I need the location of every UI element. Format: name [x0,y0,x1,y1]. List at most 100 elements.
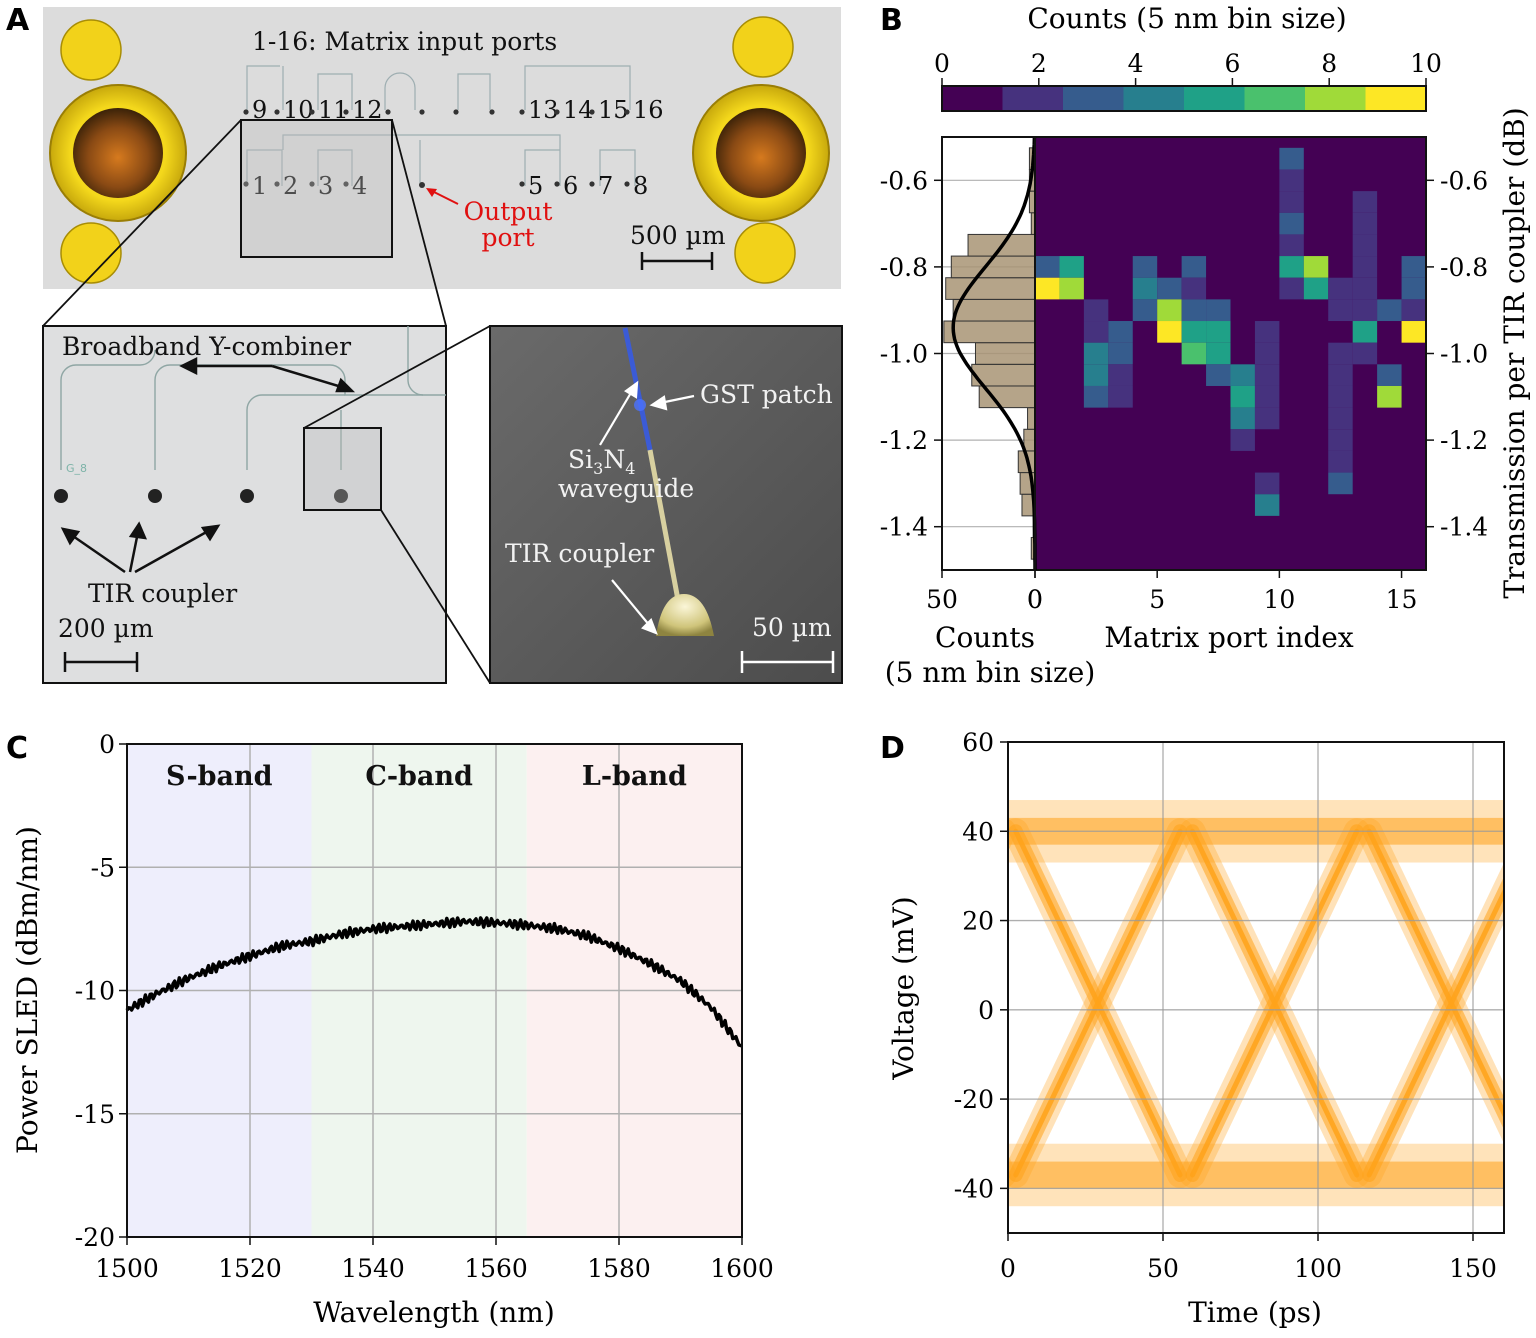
scale-bar-200 [63,652,139,672]
zoom-line [42,119,242,327]
histogram-bar [1027,407,1036,430]
x-tick-label: 15 [1386,585,1418,614]
zoom-box [240,119,393,258]
port-dot [309,181,315,187]
port-dot [453,109,459,115]
heatmap-cell [1279,191,1304,213]
pad-well [73,108,163,198]
heatmap-cell [1279,169,1304,192]
port-number-14: 14 [563,96,594,124]
heatmap-cell [1206,342,1231,365]
y-ticks: 60 40 20 0 -20 -40 [954,728,1008,1203]
heatmap-cell [1279,212,1304,235]
port-dot [624,109,630,115]
colorbar-tick-label: 10 [1410,49,1442,78]
panel-label-a: A [6,3,30,38]
y-tick-label: -1.4 [880,513,928,542]
port-dot [343,181,349,187]
colorbar-segment [942,86,1003,111]
heatmap-cell [1279,147,1304,170]
y-tick-label: -15 [75,1100,115,1129]
heatmap-cell [1108,342,1133,365]
gst-patch [634,399,646,411]
colorbar-segment [1002,86,1064,111]
y-tick-label-right: -0.6 [1440,166,1488,195]
heatmap-cell [1230,429,1255,451]
y-tick-label: -0.8 [880,253,928,282]
output-port-label-2: port [481,223,534,252]
heatmap-cell [1157,299,1182,322]
histogram-bar [945,277,1036,300]
heatmap-cell [1352,299,1378,322]
port-dot [274,181,280,187]
tir-label: TIR coupler [88,579,237,608]
heatmap-cell [1157,277,1182,300]
x-tick-label: 10 [1263,585,1295,614]
port-number-2: 2 [283,172,298,200]
heatmap-cell [1132,277,1158,300]
colorbar-tick-label: 0 [934,49,950,78]
port-number-13: 13 [528,96,559,124]
heatmap-cell [1132,256,1158,278]
scale-bar-50 [740,651,835,673]
heatmap-cell [1230,407,1255,430]
panel-c: S-band C-band L-band 1500 1520 1540 1560 1580 1… [11,730,774,1329]
pad-well [716,108,806,198]
heatmap-cell [1401,277,1426,300]
waveguide-traces [246,65,636,186]
y-tick-label: 0 [978,996,994,1025]
histogram-bar [974,342,1036,365]
heatmap-cell [1328,407,1353,430]
y-tick-label: -1.0 [880,340,928,369]
eye-rising-edge [1189,828,1360,1178]
zoom-line [303,325,491,429]
heatmap-cell [1352,234,1378,257]
bond-pad [60,19,122,81]
heatmap-cell [1352,277,1378,300]
heatmap-cell [1108,321,1133,343]
heatmap-cell [1035,277,1060,300]
tir-arrows [60,521,221,574]
sem-zoom-box [303,427,382,511]
scale-label-50: 50 µm [752,613,832,642]
heatmap-cell [1059,277,1084,300]
heatmap-cell [1108,385,1133,408]
port-number-16: 16 [633,96,664,124]
port-dot [624,181,630,187]
colorbar-frame [941,85,1427,112]
heatmap-cell [1254,364,1280,386]
axes-frame [1007,741,1505,1234]
x-tick-label: 50 [1147,1254,1179,1283]
eye-rising-edge [1366,887,1504,1178]
histogram-bar [1023,428,1036,452]
tir-sem-label: TIR coupler [505,539,654,568]
y-ticks-left: -0.6 -0.8 -1.0 -1.2 -1.4 [880,166,942,542]
heatmap-cell [1181,256,1207,278]
x-tick-label: 150 [1449,1254,1497,1283]
hist-x-ticks: 50 0 [926,570,1043,614]
x-tick-label: 5 [1149,585,1165,614]
heatmap-cell [1181,277,1207,300]
port-dot [554,109,560,115]
x-axis-label: Matrix port index [1104,621,1353,654]
port-number-9: 9 [252,96,267,124]
heatmap-cell [1206,364,1231,386]
port-dot [243,181,249,187]
x-axis-label: Wavelength (nm) [313,1296,555,1329]
heatmap-cell [1328,450,1353,473]
heatmap-cell [1328,364,1353,386]
heatmap-cell [1157,321,1182,343]
hist-x-label-2: (5 nm bin size) [885,656,1096,689]
panel-label-c: C [6,731,28,766]
heatmap-cell [1279,277,1304,300]
heatmap-cell [1401,256,1426,278]
gst-arrow [649,394,695,411]
port-dot [309,109,315,115]
heatmap-cell [1083,385,1109,408]
heatmap-cell [1303,256,1329,278]
heatmap-cell [1181,321,1207,343]
colorbar-segment [1123,86,1185,111]
band-label-s-band: S-band [166,761,273,792]
x-ticks: 1500 1520 1540 1560 1580 1600 [95,1237,774,1283]
heatmap-cell [1279,256,1304,278]
